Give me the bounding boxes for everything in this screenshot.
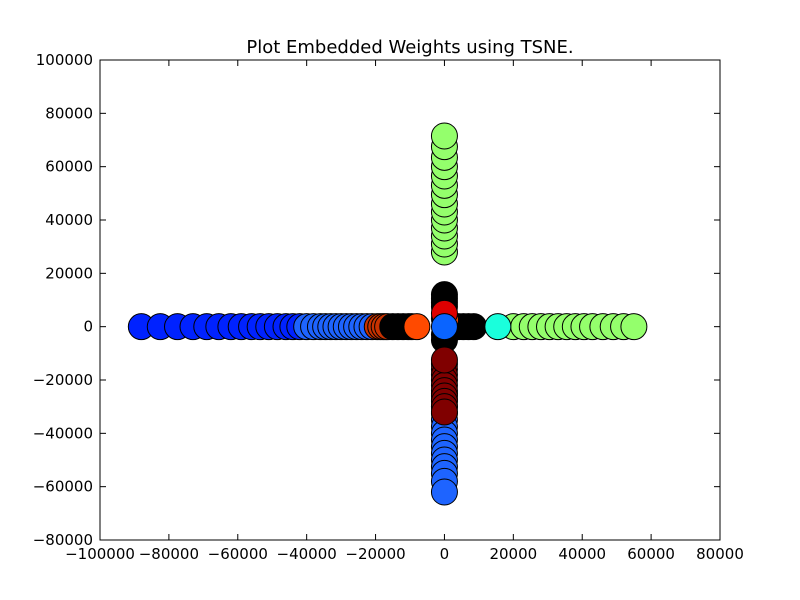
- y-tick-label: −60000: [33, 478, 93, 496]
- y-tick-label: 20000: [45, 264, 93, 282]
- data-point: [484, 313, 512, 341]
- x-tick-label: −20000: [345, 545, 405, 563]
- axes-layer: −100000 −80000 −60000 −40000 −20000 0 20000 400…: [33, 51, 744, 563]
- y-tick-label: 100000: [36, 51, 93, 69]
- chart-title: Plot Embedded Weights using TSNE.: [246, 37, 573, 58]
- plot-frame: [99, 59, 721, 541]
- x-tick-label: −60000: [208, 545, 268, 563]
- data-point: [430, 398, 458, 426]
- y-tick-label: −80000: [33, 531, 93, 549]
- y-tick-label: −20000: [33, 371, 93, 389]
- data-point: [430, 346, 458, 374]
- x-tick-label: −80000: [139, 545, 199, 563]
- y-tick-label: 80000: [45, 104, 93, 122]
- y-tick-label: −40000: [33, 424, 93, 442]
- data-point: [430, 122, 458, 150]
- data-point: [620, 313, 648, 341]
- x-tick-label: −40000: [277, 545, 337, 563]
- x-tick-label: −100000: [65, 545, 135, 563]
- data-point: [460, 313, 488, 341]
- y-tick-label: 40000: [45, 211, 93, 229]
- y-tick-label: 60000: [45, 158, 93, 176]
- x-tick-label: 60000: [627, 545, 675, 563]
- y-tick-label: 0: [83, 318, 93, 336]
- points-layer: [127, 122, 648, 506]
- x-tick-label: 80000: [696, 545, 744, 563]
- data-point: [430, 478, 458, 506]
- x-tick-label: 0: [440, 545, 450, 563]
- x-tick-label: 20000: [489, 545, 537, 563]
- data-point: [403, 313, 431, 341]
- x-tick-label: 40000: [558, 545, 606, 563]
- data-point: [430, 313, 458, 341]
